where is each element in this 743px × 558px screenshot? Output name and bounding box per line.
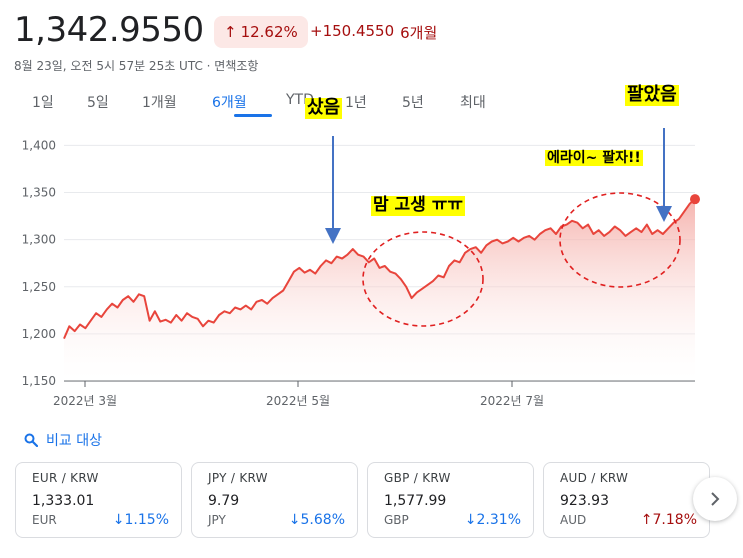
arrow-up-icon: ↑ <box>640 512 653 528</box>
absolute-change-value: +150.4550 <box>310 22 395 40</box>
annotation-sold: 팔았음 <box>625 84 679 106</box>
tab-1y[interactable]: 1년 <box>345 95 367 111</box>
card-currency: JPY <box>208 513 226 527</box>
arrow-down-icon: ↓ <box>288 512 301 528</box>
y-tick-label: 1,400 <box>22 138 56 152</box>
card-value: 923.93 <box>560 493 609 509</box>
card-change-value: 5.68% <box>300 512 345 528</box>
tab-1d[interactable]: 1일 <box>32 95 54 111</box>
y-axis-labels: 1,150 1,200 1,250 1,300 1,350 1,400 <box>22 138 56 388</box>
exchange-rate-price: 1,342.9550 <box>14 10 204 50</box>
absolute-change: +150.4550 6개월 <box>310 22 437 43</box>
x-tick-label: 2022년 5월 <box>266 394 330 408</box>
active-tab-indicator <box>234 114 272 117</box>
annotation-sell-decision: 에라이~ 팔자!! <box>545 150 643 167</box>
card-value: 9.79 <box>208 493 240 509</box>
compare-card-gbp[interactable]: GBP / KRW 1,577.99 GBP ↓2.31% <box>367 462 534 538</box>
percent-change-badge: ↑ 12.62% <box>214 16 308 48</box>
y-tick-label: 1,300 <box>22 233 56 247</box>
annotation-struggle: 맘 고생 ㅠㅠ <box>371 195 466 216</box>
card-currency: AUD <box>560 513 587 527</box>
card-change: ↓1.15% <box>113 512 169 528</box>
change-period: 6개월 <box>400 24 438 42</box>
tab-6m[interactable]: 6개월 <box>212 95 247 111</box>
card-pair: EUR / KRW <box>32 471 99 485</box>
y-tick-label: 1,350 <box>22 186 56 200</box>
timestamp-disclaimer: 8월 23일, 오전 5시 57분 25초 UTC · 면책조항 <box>14 59 259 73</box>
card-value: 1,333.01 <box>32 493 95 509</box>
search-icon <box>24 433 38 447</box>
compare-label: 비교 대상 <box>46 433 102 449</box>
y-tick-label: 1,250 <box>22 280 56 294</box>
x-tick-label: 2022년 7월 <box>480 394 544 408</box>
x-axis-ticks: 2022년 3월 2022년 5월 2022년 7월 <box>53 381 544 408</box>
compare-card-jpy[interactable]: JPY / KRW 9.79 JPY ↓5.68% <box>191 462 358 538</box>
card-pair: GBP / KRW <box>384 471 451 485</box>
card-pair: JPY / KRW <box>208 471 268 485</box>
latest-price-dot <box>690 194 700 205</box>
card-change: ↓2.31% <box>465 512 521 528</box>
sell-zone-circle <box>559 192 681 288</box>
tab-1m[interactable]: 1개월 <box>142 95 177 111</box>
tab-5d[interactable]: 5일 <box>87 95 109 111</box>
card-change-value: 7.18% <box>652 512 697 528</box>
card-pair: AUD / KRW <box>560 471 629 485</box>
annotation-bought: 샀음 <box>305 97 343 119</box>
chevron-right-icon <box>711 492 720 506</box>
percent-change-value: 12.62% <box>240 23 298 41</box>
compare-button[interactable]: 비교 대상 <box>24 430 102 450</box>
tab-5y[interactable]: 5년 <box>402 95 424 111</box>
card-currency: EUR <box>32 513 57 527</box>
card-change: ↓5.68% <box>289 512 345 528</box>
chart-price-line <box>63 198 696 339</box>
card-change: ↑7.18% <box>641 512 697 528</box>
tab-max[interactable]: 최대 <box>460 95 486 111</box>
arrow-up-icon: ↑ <box>224 23 237 41</box>
card-change-value: 2.31% <box>476 512 521 528</box>
chart-area-fill <box>64 199 695 381</box>
struggle-circle <box>362 231 484 327</box>
y-tick-label: 1,150 <box>22 374 56 388</box>
cards-next-button[interactable] <box>693 477 737 521</box>
x-tick-label: 2022년 3월 <box>53 394 117 408</box>
card-currency: GBP <box>384 513 409 527</box>
arrow-down-icon: ↓ <box>464 512 477 528</box>
card-value: 1,577.99 <box>384 493 447 509</box>
arrow-down-icon: ↓ <box>112 512 125 528</box>
compare-card-aud[interactable]: AUD / KRW 923.93 AUD ↑7.18% <box>543 462 710 538</box>
compare-card-eur[interactable]: EUR / KRW 1,333.01 EUR ↓1.15% <box>15 462 182 538</box>
y-tick-label: 1,200 <box>22 327 56 341</box>
card-change-value: 1.15% <box>124 512 169 528</box>
